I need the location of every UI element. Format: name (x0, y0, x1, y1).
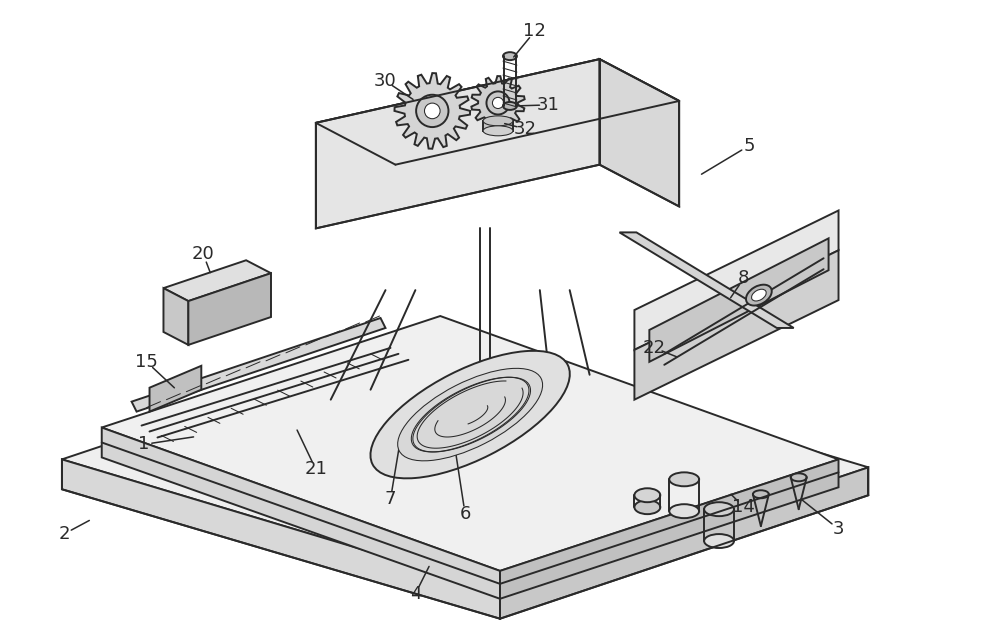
Polygon shape (500, 467, 868, 619)
Text: 2: 2 (58, 525, 70, 543)
Polygon shape (394, 73, 470, 148)
Polygon shape (500, 460, 839, 599)
Polygon shape (316, 59, 679, 164)
Polygon shape (150, 366, 201, 412)
Circle shape (492, 97, 504, 109)
Polygon shape (649, 238, 829, 362)
Text: 22: 22 (643, 339, 666, 357)
Text: 6: 6 (459, 505, 471, 523)
Polygon shape (163, 260, 271, 301)
Polygon shape (634, 250, 839, 399)
Text: 8: 8 (738, 269, 750, 287)
Ellipse shape (370, 351, 570, 478)
Polygon shape (483, 121, 513, 131)
Text: 30: 30 (374, 72, 397, 90)
Ellipse shape (752, 289, 766, 301)
Polygon shape (619, 232, 794, 328)
Polygon shape (62, 460, 500, 619)
Polygon shape (163, 288, 188, 345)
Ellipse shape (503, 102, 517, 110)
Ellipse shape (704, 502, 734, 516)
Ellipse shape (669, 504, 699, 518)
Polygon shape (471, 76, 525, 130)
Polygon shape (600, 59, 679, 207)
Text: 32: 32 (513, 120, 536, 138)
Ellipse shape (669, 472, 699, 486)
Text: 14: 14 (732, 498, 755, 516)
Ellipse shape (791, 474, 807, 481)
Polygon shape (132, 318, 385, 412)
Ellipse shape (483, 126, 513, 136)
Text: 31: 31 (536, 96, 559, 114)
Polygon shape (188, 273, 271, 345)
Text: 21: 21 (304, 460, 327, 478)
Circle shape (424, 103, 440, 118)
Text: 5: 5 (743, 137, 755, 155)
Polygon shape (316, 59, 600, 228)
Ellipse shape (483, 116, 513, 126)
Text: 4: 4 (410, 585, 421, 603)
Text: 1: 1 (138, 435, 149, 454)
Circle shape (416, 95, 448, 127)
Polygon shape (102, 428, 500, 599)
Ellipse shape (634, 500, 660, 514)
Ellipse shape (753, 490, 769, 498)
Polygon shape (634, 211, 839, 350)
Ellipse shape (746, 285, 772, 305)
Text: 20: 20 (192, 245, 215, 263)
Polygon shape (62, 336, 868, 591)
Text: 12: 12 (523, 22, 546, 40)
Text: 3: 3 (833, 520, 844, 538)
Ellipse shape (634, 488, 660, 502)
Polygon shape (102, 316, 839, 571)
Ellipse shape (503, 52, 517, 60)
Circle shape (486, 92, 510, 115)
Text: 7: 7 (385, 490, 396, 508)
Ellipse shape (398, 369, 543, 461)
Ellipse shape (704, 534, 734, 548)
Text: 15: 15 (135, 353, 158, 371)
